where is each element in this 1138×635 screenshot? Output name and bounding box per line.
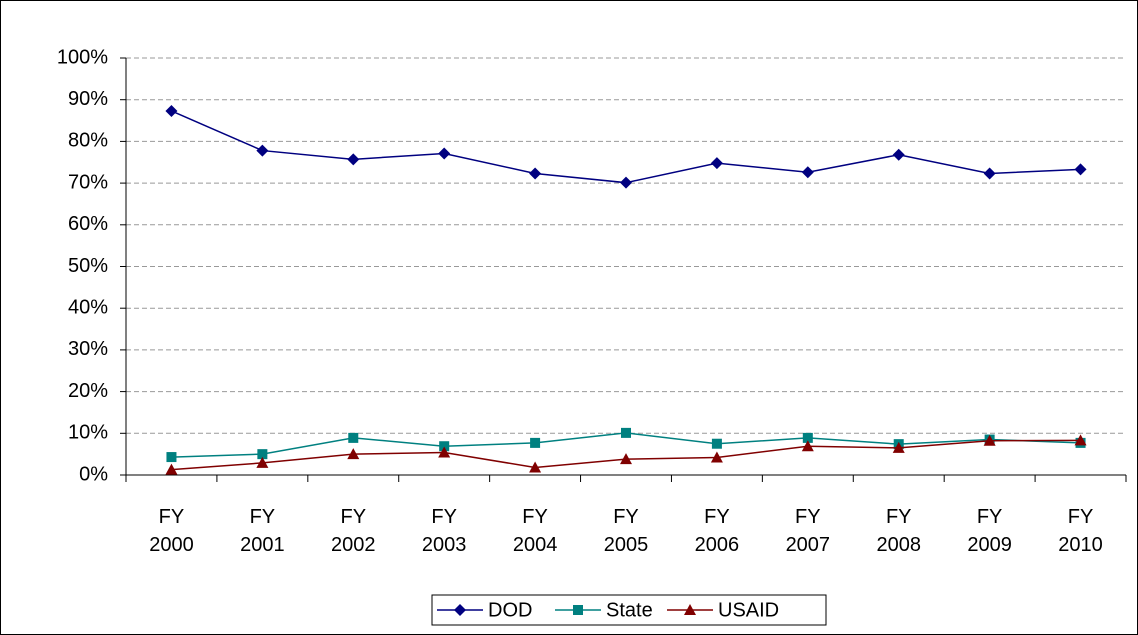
marker	[347, 448, 360, 460]
legend-label: DOD	[488, 599, 532, 621]
legend-label: State	[606, 599, 653, 621]
marker	[710, 157, 723, 170]
marker	[684, 604, 696, 615]
marker	[165, 463, 178, 475]
marker	[165, 104, 178, 117]
marker	[983, 167, 996, 180]
y-tick-label: 90%	[68, 88, 108, 110]
y-tick-label: 40%	[68, 296, 108, 318]
y-tick-label: 0%	[79, 463, 108, 485]
marker	[620, 176, 632, 189]
x-tick-label: FY 2010	[1058, 506, 1103, 556]
legend-box	[431, 594, 827, 626]
marker	[573, 605, 583, 615]
y-tick-label: 20%	[68, 380, 108, 402]
marker	[529, 167, 542, 180]
x-tick-label: FY 2007	[785, 506, 831, 556]
marker	[256, 456, 269, 468]
marker	[1074, 434, 1087, 446]
x-tick-label: FY 2004	[512, 506, 558, 556]
marker	[256, 144, 269, 157]
x-tick-label: FY 2005	[603, 506, 649, 556]
y-tick-label: 10%	[68, 422, 108, 444]
x-tick-label: FY 2008	[876, 506, 921, 556]
marker	[620, 453, 632, 465]
marker	[166, 452, 177, 463]
marker	[347, 153, 360, 166]
marker	[529, 461, 542, 473]
y-tick-label: 50%	[68, 255, 108, 277]
y-tick-label: 70%	[68, 171, 108, 193]
legend-label: USAID	[718, 599, 779, 621]
marker	[439, 441, 450, 452]
marker	[983, 434, 996, 446]
marker	[892, 148, 905, 161]
marker	[438, 147, 451, 160]
marker	[892, 441, 905, 453]
marker	[1074, 163, 1087, 176]
x-tick-label: FY 2001	[240, 506, 285, 556]
y-tick-label: 30%	[68, 338, 108, 360]
x-tick-label: FY 2006	[694, 506, 740, 556]
marker	[621, 427, 631, 438]
y-tick-label: 100%	[57, 46, 108, 68]
x-tick-label: FY 2002	[331, 506, 376, 556]
y-tick-label: 80%	[68, 130, 108, 152]
marker	[801, 166, 814, 179]
marker	[802, 432, 813, 443]
x-tick-label: FY 2003	[421, 506, 467, 556]
x-tick-label: FY 2000	[149, 506, 194, 556]
marker	[711, 438, 722, 449]
marker	[257, 449, 268, 460]
marker	[530, 437, 541, 448]
y-tick-label: 60%	[68, 213, 108, 235]
marker	[454, 604, 466, 616]
marker	[710, 451, 723, 463]
marker	[801, 440, 814, 452]
marker	[348, 432, 359, 443]
x-tick-label: FY 2009	[967, 506, 1012, 556]
marker	[438, 446, 451, 458]
